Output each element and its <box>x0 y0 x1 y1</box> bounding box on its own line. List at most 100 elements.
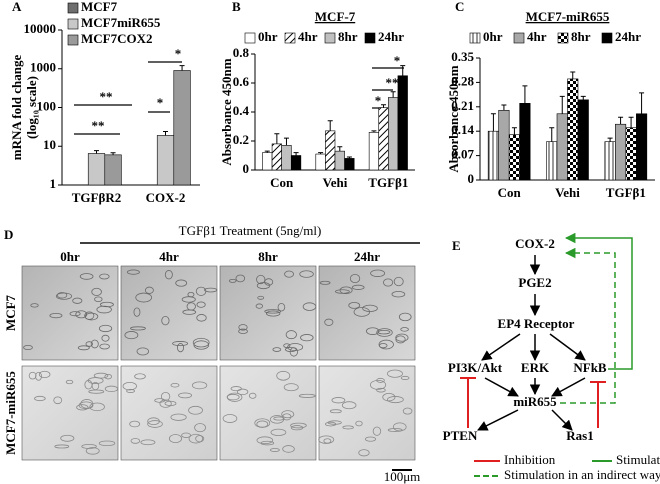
cell <box>392 422 407 432</box>
cell <box>194 423 206 433</box>
y-tick-label: 0 <box>468 171 475 186</box>
cell <box>378 339 394 350</box>
cell <box>60 434 75 442</box>
cell <box>283 343 291 348</box>
cell <box>91 381 100 391</box>
x-tick-label: TGFβ1 <box>368 175 408 190</box>
micrograph <box>120 365 218 461</box>
legend-label: MCF7miR655 <box>81 15 161 30</box>
cell <box>69 311 81 317</box>
cell <box>196 314 207 322</box>
bar <box>368 132 380 171</box>
cell <box>104 373 112 380</box>
chart-title: MCF7-miR655 <box>526 9 610 24</box>
panel-letter: D <box>4 227 13 242</box>
cell <box>154 398 166 403</box>
cell <box>299 270 314 278</box>
significance-label: ** <box>92 118 105 133</box>
significance-label: ** <box>100 89 113 104</box>
bar <box>87 153 106 186</box>
cell <box>402 407 413 415</box>
error-bar <box>549 127 555 142</box>
diagram-node: ERK <box>521 360 550 375</box>
bar <box>104 154 122 186</box>
column-label: 0hr <box>60 249 80 264</box>
error-bar <box>511 127 517 135</box>
cell <box>284 347 297 353</box>
cell <box>164 270 173 280</box>
cell <box>133 307 141 317</box>
diagram-node: PGE2 <box>518 275 551 290</box>
cell <box>342 425 354 430</box>
cell <box>126 269 140 275</box>
cell <box>136 347 150 356</box>
diagram-node: miR655 <box>513 394 557 409</box>
micrograph <box>219 365 317 461</box>
error-bar <box>618 116 624 125</box>
legend-swatch <box>469 32 481 44</box>
cell <box>264 278 274 286</box>
cell <box>285 330 297 340</box>
error-bar <box>337 146 343 152</box>
error-bar <box>559 95 565 114</box>
cell <box>124 331 139 340</box>
cell <box>188 405 203 415</box>
significance-label: * <box>394 53 401 68</box>
bar <box>262 152 273 171</box>
cell <box>80 399 94 409</box>
cell <box>28 371 37 380</box>
cell <box>376 328 393 337</box>
cell <box>272 347 282 352</box>
panel-letter: A <box>12 0 22 14</box>
bar <box>636 113 648 181</box>
bar <box>290 155 302 171</box>
error-bar <box>501 104 507 111</box>
cell <box>168 434 183 444</box>
bar <box>388 97 399 171</box>
cell <box>282 445 295 453</box>
cell <box>395 333 409 342</box>
error-bar <box>264 150 270 153</box>
y-tick-label: 0.2 <box>233 132 249 147</box>
cell <box>76 404 89 411</box>
error-bar <box>346 156 352 159</box>
diagram-arrows <box>80 232 633 477</box>
error-bar <box>607 137 613 142</box>
cell <box>284 270 294 278</box>
scale-bar-label: 100μm <box>384 469 421 484</box>
legend-swatch <box>67 18 79 30</box>
bar <box>173 70 191 186</box>
cell <box>355 420 363 427</box>
bar <box>397 75 408 171</box>
bar <box>315 153 326 171</box>
error-bar <box>381 104 387 108</box>
column-label: 24hr <box>354 249 380 264</box>
legend-label: 8hr <box>571 29 591 44</box>
cell <box>372 426 382 436</box>
cell <box>287 343 304 352</box>
cell <box>99 301 114 308</box>
significance-label: ** <box>386 75 399 90</box>
cell <box>91 287 102 296</box>
error-bar <box>293 152 299 156</box>
error-bar <box>400 65 406 76</box>
significance-label: * <box>375 93 382 108</box>
bar <box>271 143 282 171</box>
legend-swatch <box>67 34 79 46</box>
legend-swatch <box>557 32 569 44</box>
column-label: 8hr <box>258 249 278 264</box>
cell <box>191 381 208 390</box>
cell <box>395 335 406 344</box>
row-label: MCF7 <box>3 294 18 331</box>
micrograph <box>318 265 416 361</box>
error-bar <box>318 152 324 155</box>
error-bar <box>490 113 496 132</box>
cell <box>398 312 412 322</box>
cell <box>386 369 403 378</box>
x-tick-label: Vehi <box>555 185 580 200</box>
error-bar <box>639 92 645 114</box>
legend-swatch <box>67 2 79 14</box>
bar <box>498 109 510 181</box>
cell <box>56 292 68 299</box>
